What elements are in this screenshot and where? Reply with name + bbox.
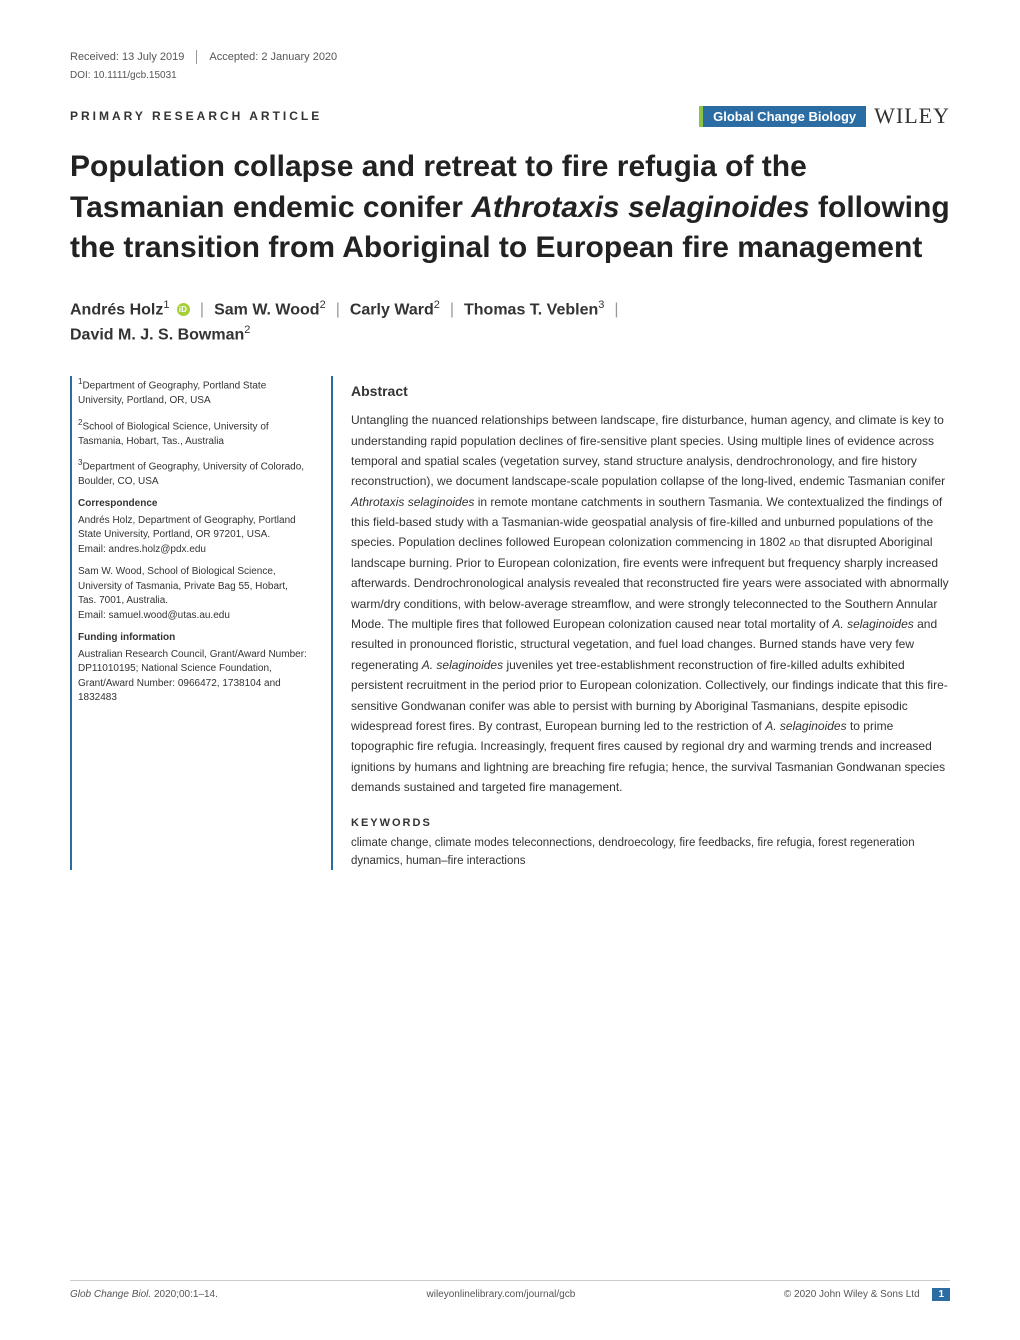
- keywords-body: climate change, climate modes teleconnec…: [351, 835, 950, 870]
- funding-block: Australian Research Council, Grant/Award…: [78, 648, 307, 706]
- footer-copyright: © 2020 John Wiley & Sons Ltd 1: [784, 1289, 950, 1300]
- abstract-column: Abstract Untangling the nuanced relation…: [331, 376, 950, 869]
- main-columns: 1Department of Geography, Portland State…: [70, 376, 950, 869]
- publisher-logo-text: WILEY: [874, 103, 950, 129]
- article-type-row: PRIMARY RESEARCH ARTICLE Global Change B…: [70, 103, 950, 129]
- correspondence-block: Sam W. Wood, School of Biological Scienc…: [78, 565, 307, 623]
- funding-head: Funding information: [78, 631, 307, 646]
- abstract-heading: Abstract: [351, 380, 950, 404]
- affiliation: 2School of Biological Science, Universit…: [78, 417, 307, 449]
- journal-tag: Global Change Biology: [699, 106, 866, 127]
- footer-url: wileyonlinelibrary.com/journal/gcb: [427, 1289, 576, 1300]
- correspondence-block: Andrés Holz, Department of Geography, Po…: [78, 514, 307, 558]
- journal-brand: Global Change Biology WILEY: [699, 103, 950, 129]
- footer-citation: Glob Change Biol. 2020;00:1–14.: [70, 1289, 218, 1300]
- header-meta: Received: 13 July 2019 Accepted: 2 Janua…: [70, 50, 950, 64]
- author-list: Andrés Holz1 |Sam W. Wood2|Carly Ward2|T…: [70, 297, 950, 349]
- page-footer: Glob Change Biol. 2020;00:1–14. wileyonl…: [70, 1280, 950, 1300]
- affiliation: 3Department of Geography, University of …: [78, 457, 307, 489]
- correspondence-head: Correspondence: [78, 497, 307, 512]
- received-date: Received: 13 July 2019: [70, 51, 184, 63]
- header-divider: [196, 50, 197, 64]
- page-number: 1: [932, 1288, 950, 1301]
- doi: DOI: 10.1111/gcb.15031: [70, 70, 950, 81]
- article-type: PRIMARY RESEARCH ARTICLE: [70, 109, 322, 123]
- accepted-date: Accepted: 2 January 2020: [209, 51, 337, 63]
- affiliation: 1Department of Geography, Portland State…: [78, 376, 307, 408]
- sidebar-column: 1Department of Geography, Portland State…: [72, 376, 307, 869]
- abstract-body: Untangling the nuanced relationships bet…: [351, 410, 950, 797]
- keywords-heading: KEYWORDS: [351, 814, 950, 833]
- article-title: Population collapse and retreat to fire …: [70, 147, 950, 269]
